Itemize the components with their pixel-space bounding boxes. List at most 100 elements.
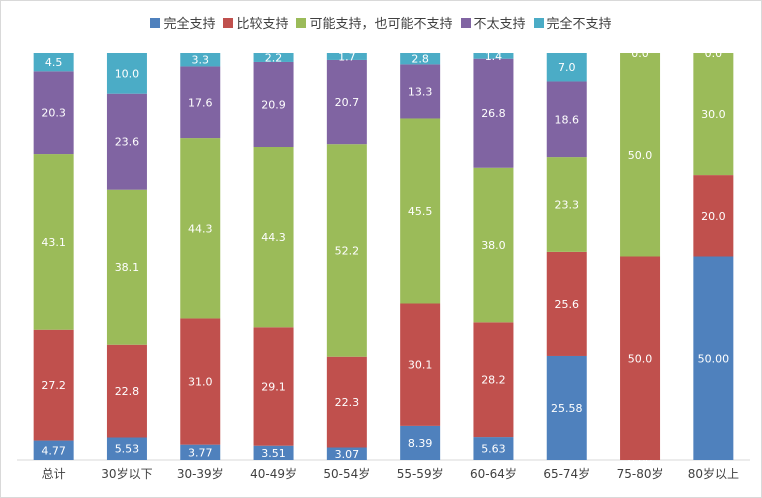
bar-segment xyxy=(693,256,734,460)
data-label: 27.2 xyxy=(41,379,66,392)
bar-segment xyxy=(326,59,367,145)
bar-segment xyxy=(33,329,74,441)
bar-segment xyxy=(546,157,587,252)
bar-segment xyxy=(693,53,734,176)
bar-segment xyxy=(326,447,367,460)
bar-segment xyxy=(620,256,661,460)
bar-segment xyxy=(326,53,367,60)
data-label: 31.0 xyxy=(188,376,213,389)
data-label: 38.1 xyxy=(115,261,140,274)
x-tick-label: 30-39岁 xyxy=(177,466,224,481)
data-label: 52.2 xyxy=(335,244,360,257)
x-tick-label: 75-80岁 xyxy=(617,466,664,481)
data-label: 2.8 xyxy=(411,53,429,66)
bar-segment xyxy=(106,344,147,438)
legend-item: 完全不支持 xyxy=(533,13,612,32)
x-tick-label: 总计 xyxy=(42,467,66,481)
bar-segment xyxy=(33,53,74,72)
bar-segment xyxy=(106,93,147,190)
data-label: 29.1 xyxy=(261,381,286,394)
bar-segment xyxy=(253,147,294,328)
data-label: 2.2 xyxy=(265,51,283,64)
bar-segment xyxy=(693,175,734,257)
legend-swatch xyxy=(296,17,307,28)
bar-segment xyxy=(473,437,514,460)
legend-label: 不太支持 xyxy=(473,17,526,32)
legend-swatch xyxy=(150,17,161,28)
data-label: 44.3 xyxy=(261,231,286,244)
x-tick-label: 65-74岁 xyxy=(543,466,590,481)
bar-segment xyxy=(473,167,514,323)
data-label: 1.4 xyxy=(485,50,503,63)
bar-segment xyxy=(400,53,441,65)
legend-label: 可能支持，也可能不支持 xyxy=(309,17,453,32)
data-label: 20.3 xyxy=(41,107,66,120)
bar-segment xyxy=(253,61,294,148)
bar-segment xyxy=(400,425,441,460)
legend-label: 完全不支持 xyxy=(546,17,612,32)
x-tick-label: 40-49岁 xyxy=(250,466,297,481)
bar-segment xyxy=(546,53,587,82)
bar-segment xyxy=(106,53,147,94)
bar-segment xyxy=(180,318,221,445)
bar-segment xyxy=(33,71,74,155)
data-label: 50.0 xyxy=(628,149,653,162)
bar-segment xyxy=(473,53,514,59)
bar-segment xyxy=(473,58,514,168)
bar-segment xyxy=(253,445,294,460)
bar-segment xyxy=(546,251,587,356)
legend-item: 不太支持 xyxy=(460,13,526,32)
data-label: 26.8 xyxy=(481,107,506,120)
legend-item: 可能支持，也可能不支持 xyxy=(296,13,453,32)
data-label: 23.6 xyxy=(115,136,140,149)
bar-segment xyxy=(106,189,147,345)
x-tick-label: 50-54岁 xyxy=(323,466,370,481)
data-label: 44.3 xyxy=(188,222,213,235)
bar-segment xyxy=(326,356,367,448)
bar-segment xyxy=(180,66,221,139)
legend-label: 完全支持 xyxy=(163,17,216,32)
bar-segment xyxy=(326,144,367,357)
data-label: 10.0 xyxy=(115,67,140,80)
data-label: 5.63 xyxy=(481,443,506,456)
legend-item: 完全支持 xyxy=(150,13,215,32)
data-label: 25.6 xyxy=(555,298,580,311)
bar-segment xyxy=(400,303,441,426)
data-label: 3.07 xyxy=(335,448,360,461)
data-label: 3.3 xyxy=(192,54,210,67)
data-label: 50.0 xyxy=(628,352,653,365)
bar-segment xyxy=(180,444,221,460)
bar-segment xyxy=(180,53,221,67)
legend-swatch xyxy=(460,17,471,28)
data-label: 38.0 xyxy=(481,239,506,252)
data-label: 50.00 xyxy=(698,352,730,365)
data-label: 20.7 xyxy=(335,96,360,109)
x-tick-label: 55-59岁 xyxy=(397,466,444,481)
legend-label: 比较支持 xyxy=(236,17,289,32)
data-label: 3.51 xyxy=(261,447,286,460)
legend: 完全支持 比较支持 可能支持，也可能不支持 不太支持 完全不支持 xyxy=(0,13,762,32)
bar-segment xyxy=(400,118,441,304)
data-label: 22.8 xyxy=(115,385,140,398)
data-label: 30.1 xyxy=(408,359,433,372)
x-tick-label: 80岁以上 xyxy=(688,466,739,481)
bar-segment xyxy=(400,64,441,119)
bar-segment xyxy=(546,355,587,460)
bar-segment xyxy=(253,53,294,62)
data-label: 20.9 xyxy=(261,98,286,111)
data-label: 4.77 xyxy=(41,444,66,457)
legend-item: 比较支持 xyxy=(223,13,288,32)
data-label: 0.0 xyxy=(631,47,649,60)
data-label: 7.0 xyxy=(558,61,576,74)
data-label: 23.3 xyxy=(555,198,580,211)
data-label: 8.39 xyxy=(408,437,433,450)
legend-swatch xyxy=(533,17,544,28)
data-label: 20.0 xyxy=(701,210,726,223)
bar-segment xyxy=(473,322,514,438)
bar-segment xyxy=(33,154,74,330)
data-label: 17.6 xyxy=(188,96,213,109)
data-label: 4.5 xyxy=(45,56,63,69)
data-label: 43.1 xyxy=(41,236,66,249)
data-label: 18.6 xyxy=(555,113,580,126)
